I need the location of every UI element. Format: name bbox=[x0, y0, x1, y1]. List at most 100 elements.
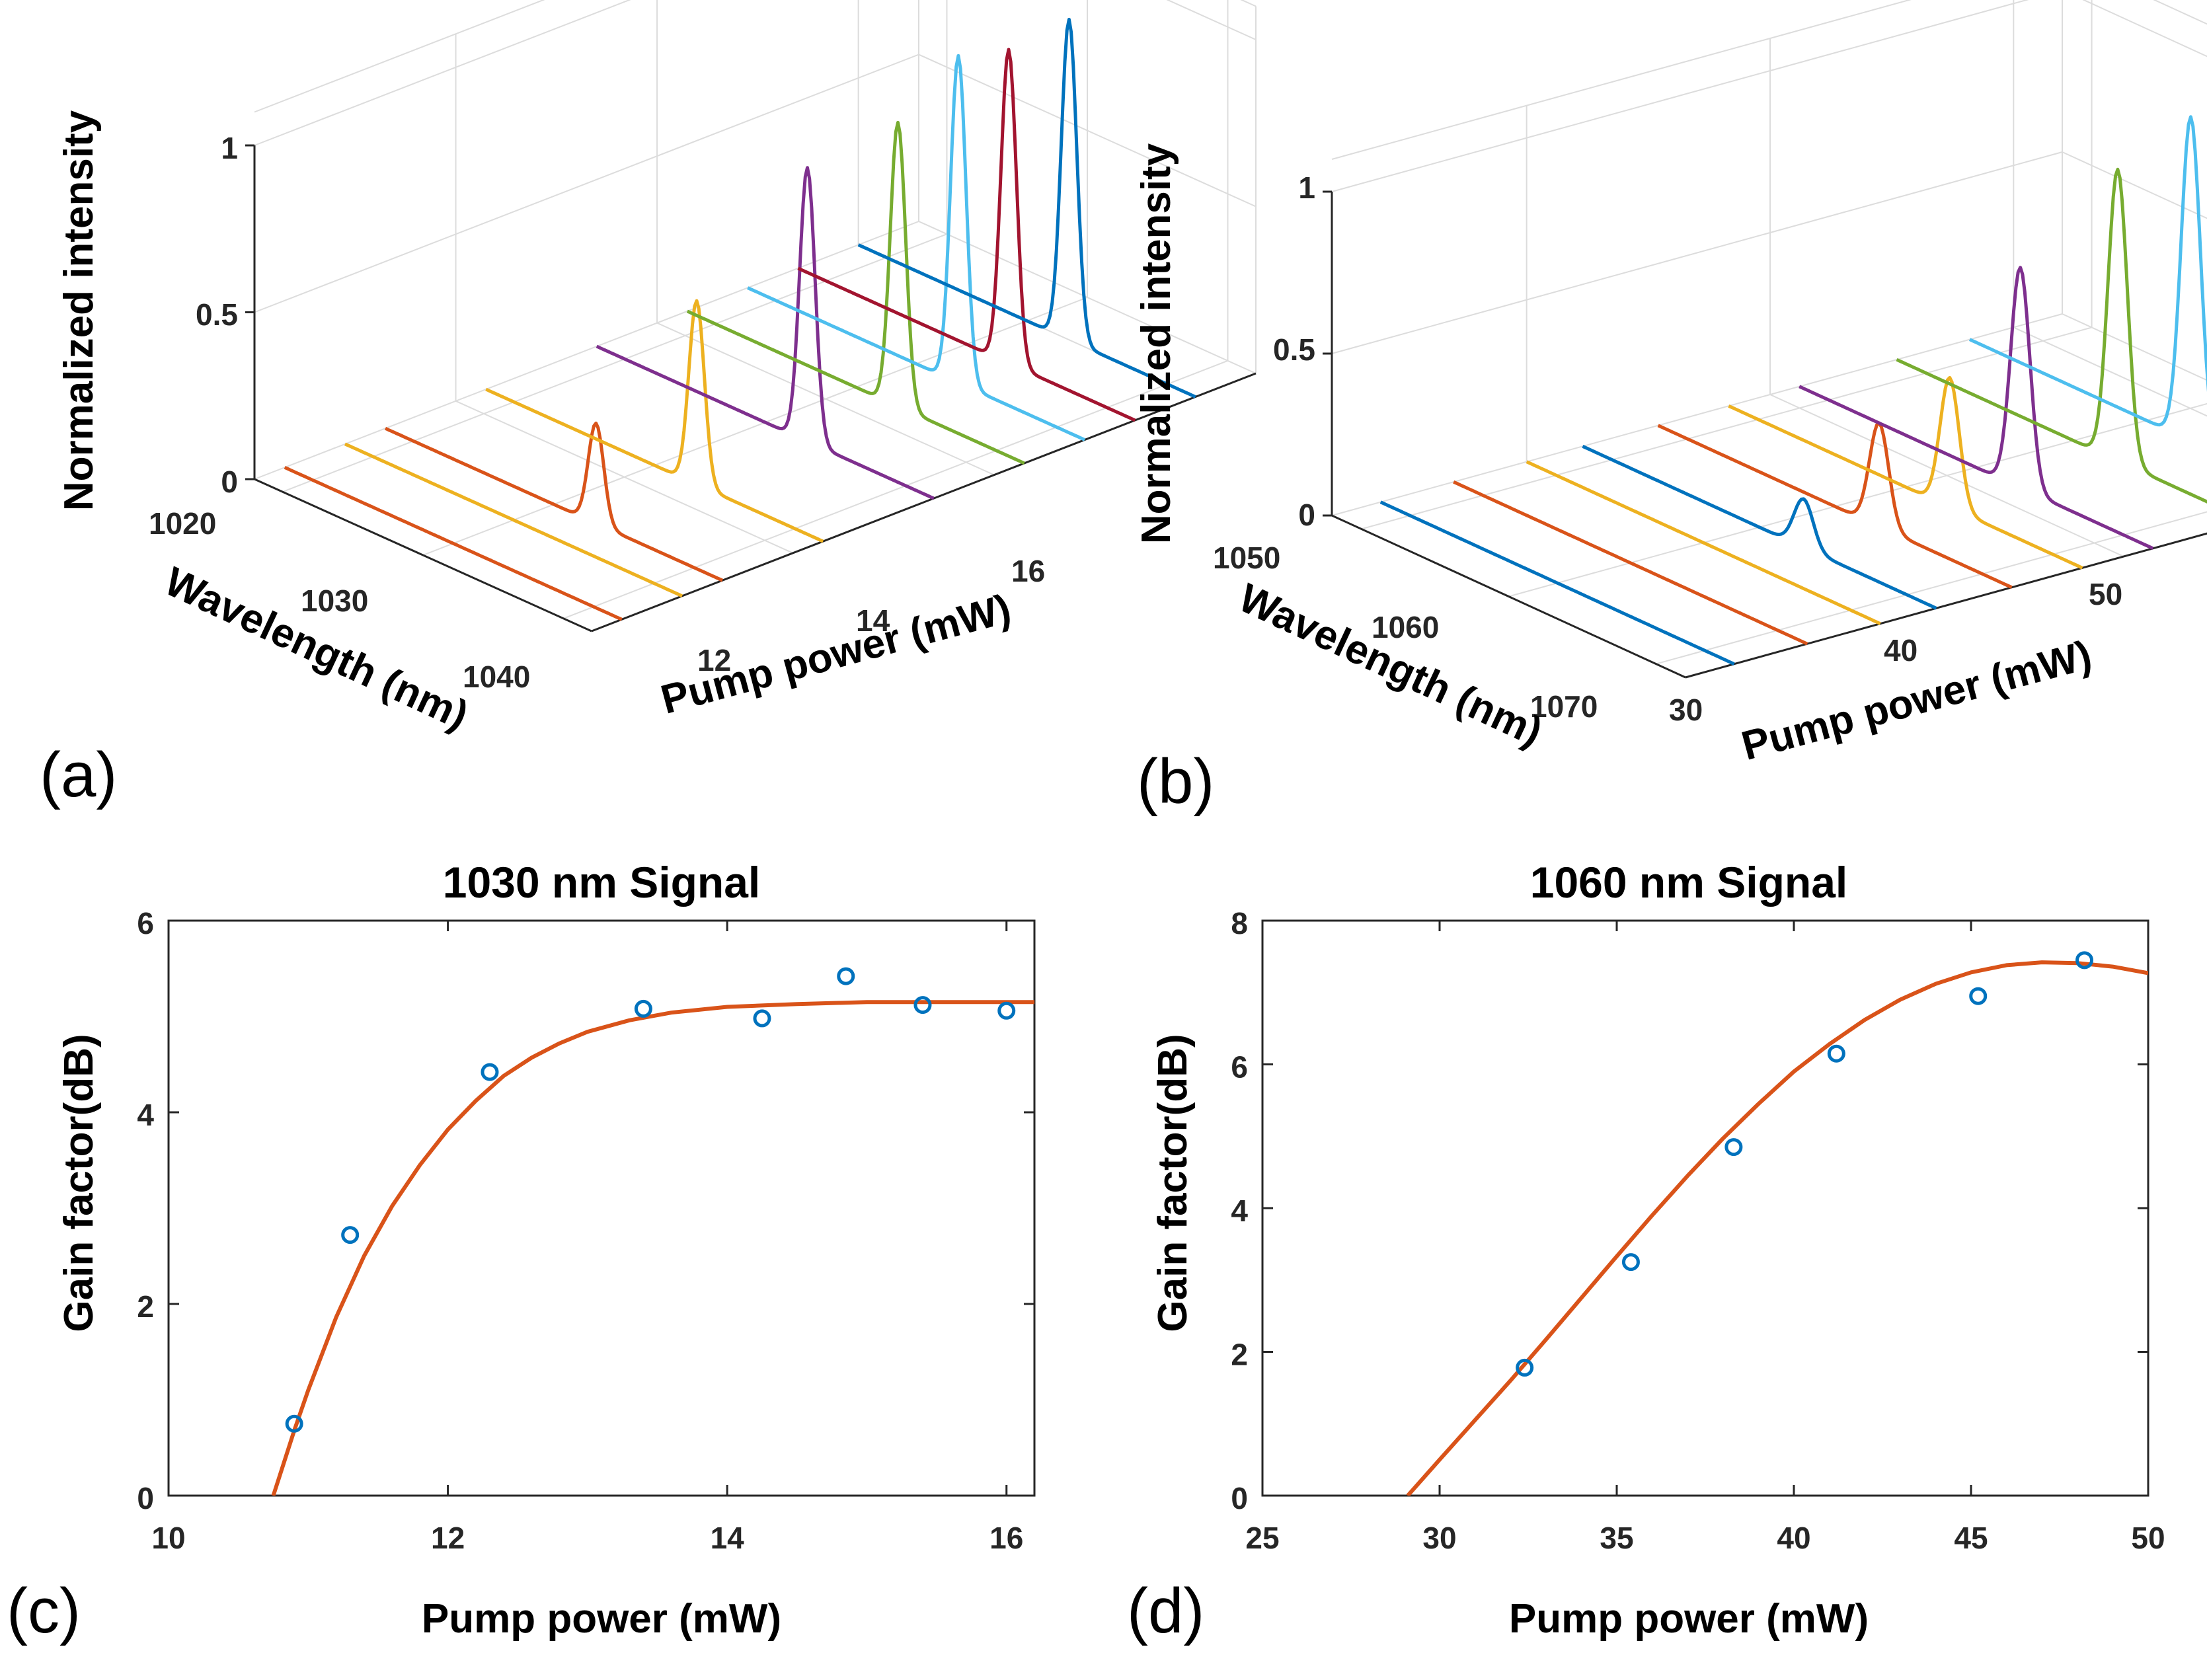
a-spectrum-7 bbox=[797, 48, 1136, 422]
d-data-point-2 bbox=[1724, 1138, 1743, 1157]
c-data-point-6 bbox=[913, 996, 932, 1014]
c-x-tick-label-1: 12 bbox=[431, 1521, 465, 1555]
d-y-tick-label-4: 8 bbox=[1231, 906, 1248, 940]
c-y-tick-label-0: 0 bbox=[137, 1481, 154, 1515]
c-plot-title: 1030 nm Signal bbox=[443, 858, 761, 907]
d-y-axis-title: Gain factor(dB) bbox=[1150, 1034, 1196, 1332]
a-back-grid-2 bbox=[254, 0, 631, 146]
d-data-point-4 bbox=[1969, 987, 1988, 1005]
b-wavelength-tick-1060: 1060 bbox=[1372, 610, 1439, 644]
c-axes-box bbox=[167, 919, 1036, 1497]
c-x-tick-label-2: 14 bbox=[711, 1521, 745, 1555]
d-x-axis-title: Pump power (mW) bbox=[1509, 1596, 1869, 1642]
panel-a-waterfall: 0 0.5 1 1020 1030 1040 12 14 16 Normaliz… bbox=[40, 0, 1257, 810]
b-spectrum-7 bbox=[1896, 167, 2207, 504]
a-z-tick-1: 1 bbox=[221, 131, 238, 165]
c-data-point-3 bbox=[634, 999, 652, 1018]
d-x-tick-label-2: 35 bbox=[1600, 1521, 1633, 1555]
panel-c-label: (c) bbox=[7, 1576, 81, 1646]
b-z-axis-title: Normalized intensity bbox=[1134, 143, 1179, 544]
b-spectrum-5 bbox=[1728, 375, 2083, 570]
d-y-tick-label-3: 6 bbox=[1231, 1050, 1248, 1085]
c-data-point-5 bbox=[837, 967, 855, 985]
a-back-grid-1 bbox=[254, 54, 919, 313]
c-data-point-2 bbox=[481, 1063, 499, 1081]
b-top-edge-2 bbox=[2153, 0, 2207, 25]
panel-a-axes-frame bbox=[245, 0, 1257, 632]
panel-b-spectra bbox=[1379, 115, 2207, 666]
b-side-grid-2 bbox=[2082, 0, 2207, 57]
b-z-tick-1: 1 bbox=[1298, 171, 1315, 205]
a-floor-pgrid-0 bbox=[455, 400, 793, 554]
panel-c-scatter: 1030 nm Signal 10 12 14 16 0 2 4 6 Pump power (… bbox=[7, 858, 1036, 1646]
d-x-tick-label-4: 45 bbox=[1954, 1521, 1988, 1555]
a-floor-wgrid-1 bbox=[422, 297, 1088, 556]
b-floor-wgrid-2 bbox=[1656, 511, 2207, 665]
c-fit-curve bbox=[271, 1000, 1034, 1496]
d-data-point-5 bbox=[2075, 951, 2094, 970]
a-spectrum-8 bbox=[857, 17, 1196, 399]
c-y-tick-label-3: 6 bbox=[137, 906, 154, 940]
d-x-tick-label-3: 40 bbox=[1777, 1521, 1810, 1555]
b-pump-tick-50: 50 bbox=[2089, 577, 2122, 611]
d-fit-curve bbox=[1406, 960, 2148, 1496]
d-x-tick-label-5: 50 bbox=[2131, 1521, 2165, 1555]
panel-a-label: (a) bbox=[40, 740, 117, 810]
c-y-tick-label-1: 2 bbox=[137, 1289, 154, 1324]
b-spectrum-0 bbox=[1379, 500, 1735, 666]
d-y-tick-label-2: 4 bbox=[1231, 1194, 1248, 1228]
b-spectrum-2 bbox=[1526, 460, 1881, 625]
d-data-point-1 bbox=[1621, 1253, 1640, 1272]
a-wavelength-tick-1030: 1030 bbox=[301, 584, 368, 618]
a-spectrum-6 bbox=[747, 54, 1086, 441]
a-pump-tick-16: 16 bbox=[1011, 554, 1045, 588]
a-floor-pgrid-1 bbox=[656, 322, 995, 476]
a-wavelength-axis-line bbox=[254, 478, 592, 632]
panel-d-plot-area: 25 30 35 40 45 50 0 2 4 6 8 bbox=[1231, 906, 2165, 1555]
b-z-tick-0.5: 0.5 bbox=[1273, 332, 1315, 367]
a-z-tick-0: 0 bbox=[221, 465, 238, 499]
b-back-grid-0 bbox=[1331, 313, 2063, 516]
c-data-point-1 bbox=[341, 1226, 360, 1244]
c-x-tick-label-0: 10 bbox=[151, 1521, 185, 1555]
c-data-point-7 bbox=[997, 1001, 1016, 1020]
c-y-axis-title: Gain factor(dB) bbox=[56, 1034, 102, 1332]
panel-b-axes-frame bbox=[1323, 0, 2207, 679]
b-z-tick-0: 0 bbox=[1298, 498, 1315, 532]
b-wavelength-axis-title: Wavelength (nm) bbox=[1232, 575, 1549, 755]
panel-d-scatter: 1060 nm Signal 25 30 35 40 45 50 0 2 4 6 8 Pump po… bbox=[1127, 858, 2165, 1646]
a-spectrum-0 bbox=[284, 466, 623, 621]
d-x-tick-label-0: 25 bbox=[1245, 1521, 1279, 1555]
d-data-point-0 bbox=[1516, 1358, 1534, 1377]
panel-b-waterfall: 0 0.5 1 1050 1060 1070 30 40 50 Normaliz… bbox=[1134, 0, 2207, 817]
d-x-tick-label-1: 30 bbox=[1422, 1521, 1456, 1555]
a-pump-tick-14: 14 bbox=[856, 603, 890, 638]
b-top-edge-1 bbox=[1331, 0, 1912, 160]
d-axes-box bbox=[1261, 919, 2149, 1497]
c-data-point-4 bbox=[753, 1009, 771, 1028]
b-pump-axis-line bbox=[1685, 532, 2207, 679]
a-wavelength-tick-1040: 1040 bbox=[463, 660, 530, 694]
d-y-tick-label-0: 0 bbox=[1231, 1481, 1248, 1515]
b-spectrum-1 bbox=[1453, 480, 1808, 646]
a-back-grid-0 bbox=[254, 221, 919, 480]
a-floor-wgrid-0 bbox=[282, 233, 947, 493]
panel-d-label: (d) bbox=[1127, 1576, 1204, 1646]
b-wavelength-tick-1050: 1050 bbox=[1213, 541, 1280, 575]
a-floor-wgrid-2 bbox=[563, 360, 1228, 619]
a-pump-axis-line bbox=[591, 372, 1257, 632]
b-spectrum-6 bbox=[1799, 266, 2154, 551]
a-z-tick-0.5: 0.5 bbox=[196, 297, 238, 332]
b-floor-pgrid-2 bbox=[2013, 326, 2207, 417]
b-wavelength-axis-line bbox=[1331, 514, 1686, 679]
d-y-tick-label-1: 2 bbox=[1231, 1338, 1248, 1372]
b-floor-wgrid-0 bbox=[1361, 326, 2092, 530]
panel-a-spectra bbox=[284, 17, 1196, 621]
panel-c-plot-area: 10 12 14 16 0 2 4 6 bbox=[137, 906, 1036, 1555]
panel-b-label: (b) bbox=[1137, 746, 1214, 817]
b-floor-wgrid-1 bbox=[1508, 402, 2207, 597]
a-spectrum-4 bbox=[596, 166, 935, 500]
c-x-axis-title: Pump power (mW) bbox=[422, 1596, 781, 1642]
c-x-tick-label-3: 16 bbox=[989, 1521, 1023, 1555]
c-data-point-0 bbox=[285, 1414, 303, 1433]
